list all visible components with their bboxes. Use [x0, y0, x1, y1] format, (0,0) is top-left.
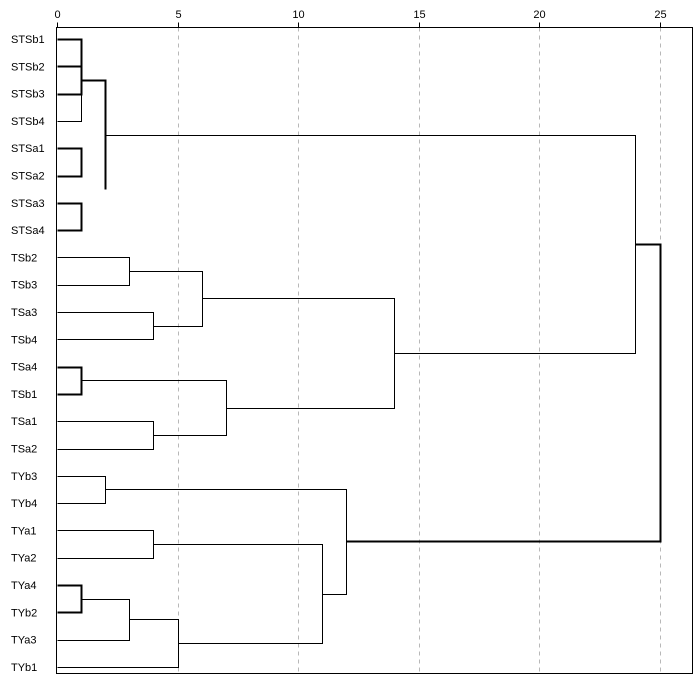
- merge-link-21: [346, 243, 662, 543]
- leaf-label-TSb4: TSb4: [11, 334, 37, 346]
- x-tick-label-0: 0: [54, 9, 60, 21]
- x-tick-label-5: 5: [175, 9, 181, 21]
- x-tick-label-10: 10: [292, 9, 304, 21]
- merge-link-14: [57, 476, 106, 504]
- leaf-label-TYa2: TYa2: [11, 553, 36, 565]
- leaf-label-TYb4: TYb4: [11, 498, 37, 510]
- merge-link-16: [57, 584, 83, 614]
- leaf-label-TSb1: TSb1: [11, 389, 37, 401]
- grid-lines: [178, 27, 661, 674]
- leaf-label-TYb2: TYb2: [11, 607, 37, 619]
- merge-link-3: [57, 147, 83, 178]
- leaf-label-TSb2: TSb2: [11, 252, 37, 264]
- merge-link-17: [57, 599, 130, 641]
- leaf-label-TSa3: TSa3: [11, 307, 37, 319]
- x-tick-label-15: 15: [413, 9, 425, 21]
- leaf-label-STSa3: STSa3: [11, 198, 45, 210]
- merge-link-0: [57, 38, 83, 68]
- merge-link-4: [57, 202, 83, 232]
- leaf-label-TYb3: TYb3: [11, 471, 37, 483]
- leaf-label-STSb1: STSb1: [11, 34, 45, 46]
- dendrogram-links: [57, 38, 662, 668]
- merge-link-5: [81, 79, 107, 190]
- leaf-label-STSb4: STSb4: [11, 116, 45, 128]
- merge-link-12: [202, 298, 395, 409]
- merge-link-10: [57, 421, 154, 450]
- leaf-label-STSa4: STSa4: [11, 225, 45, 237]
- leaf-labels: STSb1 STSb2 STSb3 STSb4 STSa1 STSa2 STSa3 STSa4…: [11, 34, 45, 674]
- merge-link-7: [57, 312, 154, 340]
- leaf-label-TSb3: TSb3: [11, 280, 37, 292]
- leaf-label-TYa3: TYa3: [11, 635, 36, 647]
- merge-link-6: [57, 257, 130, 286]
- merge-link-20: [105, 489, 347, 595]
- merge-link-8: [129, 271, 203, 327]
- leaf-label-TSa1: TSa1: [11, 416, 37, 428]
- x-tick-label-20: 20: [533, 9, 545, 21]
- leaf-label-TSa4: TSa4: [11, 362, 37, 374]
- merge-link-15: [57, 530, 154, 559]
- leaf-label-STSb3: STSb3: [11, 89, 45, 101]
- merge-link-2: [57, 94, 82, 122]
- merge-link-1: [57, 65, 83, 96]
- leaf-label-TSa2: TSa2: [11, 444, 37, 456]
- merge-link-9: [57, 366, 83, 396]
- leaf-label-STSa1: STSa1: [11, 143, 45, 155]
- x-axis: 0 5 10 15 20 25: [54, 9, 667, 28]
- leaf-label-TYb1: TYb1: [11, 662, 37, 674]
- plot-frame: [56, 27, 693, 674]
- x-tick-label-25: 25: [654, 9, 666, 21]
- leaf-label-TYa4: TYa4: [11, 580, 36, 592]
- merge-link-13: [105, 135, 636, 354]
- leaf-label-STSb2: STSb2: [11, 61, 45, 73]
- leaf-label-STSa2: STSa2: [11, 171, 45, 183]
- merge-link-18: [57, 619, 179, 668]
- leaf-label-TYa1: TYa1: [11, 525, 36, 537]
